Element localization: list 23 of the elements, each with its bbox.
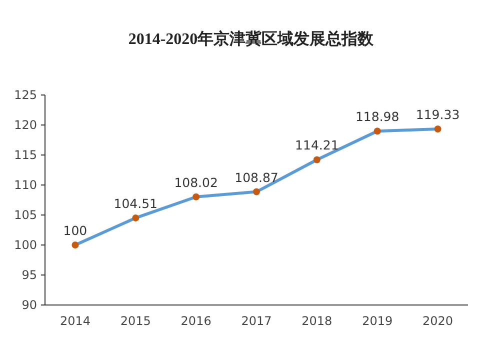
y-tick-label: 90 <box>22 298 37 312</box>
data-label: 114.21 <box>295 138 339 153</box>
data-label: 100 <box>63 223 88 238</box>
x-tick-label: 2014 <box>60 314 90 328</box>
y-tick-label: 105 <box>14 208 37 222</box>
x-tick-label: 2016 <box>180 314 212 328</box>
data-label: 119.33 <box>416 107 460 122</box>
data-label: 104.51 <box>114 196 158 211</box>
y-tick-label: 100 <box>14 238 37 252</box>
x-tick-label: 2019 <box>362 314 393 328</box>
data-label: 118.98 <box>355 109 400 124</box>
x-tick-label: 2015 <box>120 314 151 328</box>
y-tick-label: 115 <box>14 148 37 162</box>
x-tick-label: 2020 <box>422 314 454 328</box>
data-label: 108.02 <box>174 174 218 190</box>
chart-title: 2014-2020年京津冀区域发展总指数 <box>128 30 375 48</box>
y-tick-label: 120 <box>14 118 37 132</box>
y-tick-label: 110 <box>14 178 37 192</box>
x-tick-label: 2017 <box>241 314 272 328</box>
data-label: 108.87 <box>234 170 278 185</box>
y-tick-label: 125 <box>14 88 37 102</box>
x-tick-label: 2018 <box>302 314 332 328</box>
y-tick-label: 95 <box>22 268 37 282</box>
